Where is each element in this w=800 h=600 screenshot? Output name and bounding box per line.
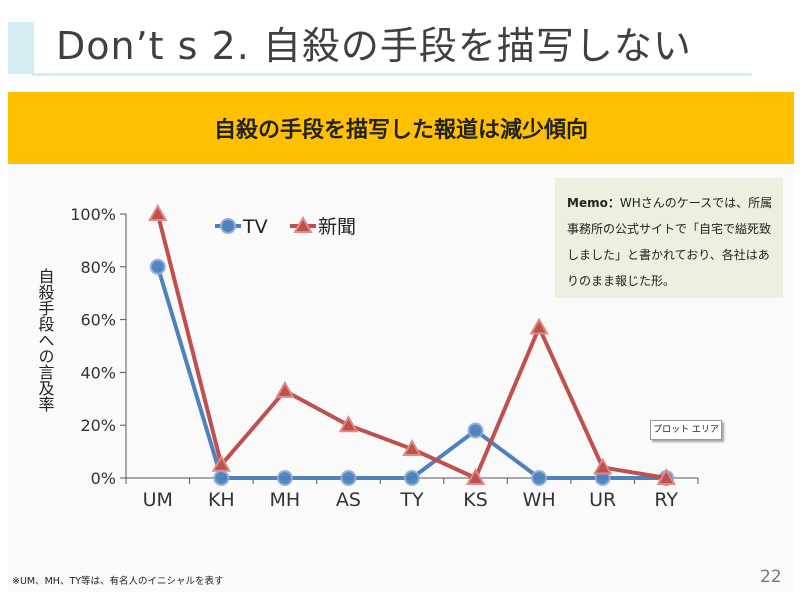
legend-marker xyxy=(220,218,236,234)
x-tick-label: RY xyxy=(654,489,678,511)
data-point xyxy=(592,457,613,475)
slide-title: Don’t s 2. 自殺の手段を描写しない xyxy=(56,24,692,68)
title-underline xyxy=(32,73,752,76)
data-point xyxy=(149,258,166,275)
x-tick-label: UR xyxy=(589,489,616,511)
plot-area-tooltip: プロット エリア xyxy=(650,420,722,440)
data-point xyxy=(211,454,232,472)
y-axis-label: 自殺手段への言及率 xyxy=(36,268,55,412)
x-tick-label: KH xyxy=(208,489,235,511)
data-point xyxy=(338,415,359,433)
chart-legend: TV 新聞 xyxy=(215,215,356,238)
data-point xyxy=(340,470,357,486)
x-tick-label: AS xyxy=(336,489,361,511)
data-point xyxy=(148,203,168,221)
y-tick-label: 40% xyxy=(80,363,116,382)
slide-header: Don’t s 2. 自殺の手段を描写しない xyxy=(0,0,800,90)
x-tick-label: MH xyxy=(270,489,301,511)
memo-text: WHさんのケースでは、所属事務所の公式サイトで「自宅で縊死致しました」と書かれて… xyxy=(567,196,773,288)
chart-series xyxy=(148,203,676,486)
data-point xyxy=(529,317,549,335)
data-point xyxy=(213,470,230,486)
series-newspaper xyxy=(148,203,676,485)
y-tick-label: 0% xyxy=(91,469,116,488)
data-point xyxy=(465,467,486,485)
y-tick-label: 60% xyxy=(80,311,116,330)
memo-box: Memo：WHさんのケースでは、所属事務所の公式サイトで「自宅で縊死致しました」… xyxy=(555,178,783,298)
data-point xyxy=(402,438,422,456)
y-tick-label: 20% xyxy=(80,416,116,435)
x-tick-label: TY xyxy=(399,489,424,511)
data-point xyxy=(531,470,548,486)
y-tick-label: 80% xyxy=(80,258,116,277)
data-point xyxy=(656,467,676,485)
data-point xyxy=(276,470,293,486)
legend-label: 新聞 xyxy=(318,216,356,238)
banner: 自殺の手段を描写した報道は減少傾向 xyxy=(8,92,794,164)
x-tick-label: UM xyxy=(143,489,173,511)
y-tick-label: 100% xyxy=(70,205,116,224)
x-tick-label: KS xyxy=(463,489,488,511)
data-point xyxy=(404,470,420,486)
banner-text: 自殺の手段を描写した報道は減少傾向 xyxy=(213,118,588,143)
data-point xyxy=(275,380,295,398)
footnote: ※UM、MH、TY等は、有名人のイニシャルを表す xyxy=(12,576,224,587)
legend-label: TV xyxy=(242,216,268,238)
x-tick-label: WH xyxy=(523,489,556,511)
page-number: 22 xyxy=(760,567,782,587)
memo-heading: Memo： xyxy=(567,196,620,210)
data-point xyxy=(467,422,484,439)
title-accent-bar xyxy=(8,22,34,74)
legend-marker xyxy=(293,215,313,233)
